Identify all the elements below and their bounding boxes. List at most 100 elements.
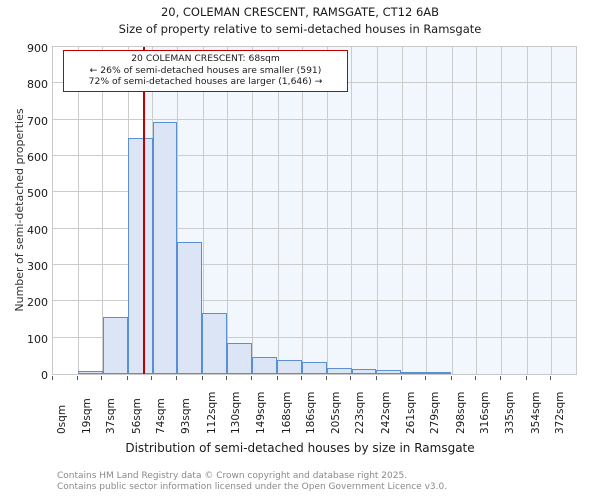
x-axis-tick-mark	[425, 376, 427, 380]
x-axis-tick-label: 168sqm	[280, 391, 293, 434]
footer-line-2: Contains public sector information licen…	[57, 482, 448, 492]
y-axis-tick-label: 800	[27, 78, 48, 92]
gridline-vertical	[351, 47, 353, 374]
histogram-bar	[177, 241, 203, 374]
gridline-vertical	[226, 47, 228, 374]
gridline-vertical	[426, 47, 428, 374]
gridline-vertical	[475, 47, 477, 374]
x-axis-tick-mark	[500, 376, 502, 380]
histogram-bar	[77, 371, 103, 374]
gridline-vertical	[376, 47, 378, 374]
gridline-horizontal	[53, 46, 576, 47]
histogram-bar	[152, 122, 178, 374]
x-axis-tick-mark	[251, 376, 253, 380]
gridline-vertical	[301, 47, 303, 374]
gridline-vertical	[202, 47, 204, 374]
gridline-horizontal	[53, 191, 576, 193]
x-axis-tick-mark	[350, 376, 352, 380]
x-axis-tick-label: 56sqm	[130, 398, 143, 434]
x-axis-tick-label: 74sqm	[154, 398, 167, 434]
annotation-line-3: 72% of semi-detached houses are larger (…	[88, 76, 323, 87]
gridline-horizontal	[53, 300, 576, 302]
chart-title: 20, COLEMAN CRESCENT, RAMSGATE, CT12 6AB	[160, 5, 440, 19]
gridline-vertical	[78, 47, 80, 374]
x-axis-tick-mark	[450, 376, 452, 380]
gridline-vertical	[102, 47, 104, 374]
histogram-bar	[401, 372, 427, 374]
histogram-bar	[102, 316, 128, 374]
histogram-bar	[426, 372, 452, 374]
x-axis-tick-label: 316sqm	[478, 391, 491, 434]
x-axis-tick-label: 335sqm	[504, 391, 517, 434]
annotation-line-2: ← 26% of semi-detached houses are smalle…	[89, 64, 322, 76]
x-axis-tick-mark	[525, 376, 527, 380]
histogram-bar	[351, 369, 377, 374]
x-axis-label: Distribution of semi-detached houses by …	[125, 441, 475, 455]
y-axis-tick-label: 400	[27, 223, 48, 237]
gridline-vertical	[501, 47, 503, 374]
property-annotation-box: 20 COLEMAN CRESCENT: 68sqm ← 26% of semi…	[63, 50, 348, 92]
x-axis-tick-label: 205sqm	[330, 391, 343, 434]
x-axis-ticks: 0sqm 19sqm 37sqm 56sqm 74sqm 93sqm 112sqm 130sq…	[52, 376, 577, 438]
y-axis-tick-label: 500	[27, 187, 48, 201]
gridline-horizontal	[53, 264, 576, 265]
y-axis-tick-label: 700	[27, 114, 48, 128]
x-axis-tick-mark	[474, 376, 476, 380]
annotation-line-1: 20 COLEMAN CRESCENT: 68sqm	[131, 53, 280, 64]
y-axis-tick-label: 100	[27, 332, 48, 346]
gridline-horizontal	[53, 118, 576, 120]
histogram-bar	[326, 368, 352, 374]
y-axis-tick-label: 900	[27, 42, 48, 55]
x-axis-tick-mark	[52, 376, 53, 380]
x-axis-tick-label: 372sqm	[553, 391, 566, 434]
x-axis-tick-mark	[276, 376, 278, 380]
property-size-marker-line	[142, 47, 145, 374]
y-axis-ticks: 0 100 200 300 400 500 600 700 800 900	[0, 42, 48, 382]
gridline-vertical	[277, 47, 279, 374]
histogram-bar	[202, 312, 228, 374]
histogram-bar	[252, 356, 277, 374]
x-axis-tick-label: 130sqm	[229, 391, 242, 434]
x-axis-tick-label: 0sqm	[56, 404, 68, 434]
y-axis-tick-label: 200	[27, 296, 48, 310]
x-axis-tick-mark	[150, 376, 152, 380]
gridline-horizontal	[53, 227, 576, 229]
histogram-bar	[376, 370, 402, 374]
x-axis-tick-mark	[126, 376, 128, 380]
x-axis-tick-label: 261sqm	[405, 391, 418, 434]
histogram-bar	[301, 362, 327, 374]
gridline-vertical	[177, 47, 179, 374]
gridline-horizontal	[53, 336, 576, 338]
gridline-vertical	[451, 47, 453, 374]
x-axis-tick-mark	[401, 376, 403, 380]
gridline-vertical	[526, 47, 528, 374]
x-axis-tick-mark	[201, 376, 203, 380]
x-axis-tick-mark	[326, 376, 328, 380]
gridline-vertical	[252, 47, 254, 374]
x-axis-tick-label: 37sqm	[105, 398, 118, 434]
x-axis-tick-label: 298sqm	[454, 391, 467, 434]
gridline-horizontal	[53, 155, 576, 156]
gridline-vertical	[402, 47, 404, 374]
gridline-vertical	[327, 47, 329, 374]
x-axis-tick-mark	[225, 376, 227, 380]
gridline-vertical	[550, 47, 552, 374]
x-axis-tick-mark	[375, 376, 377, 380]
chart-subtitle: Size of property relative to semi-detach…	[118, 22, 482, 36]
histogram-bar	[127, 137, 153, 374]
x-axis-tick-label: 19sqm	[81, 398, 94, 434]
x-axis-tick-label: 354sqm	[529, 391, 542, 434]
x-axis-tick-mark	[300, 376, 302, 380]
x-axis-tick-label: 242sqm	[379, 391, 392, 434]
x-axis-tick-mark	[77, 376, 79, 380]
footer-line-1: Contains HM Land Registry data © Crown c…	[57, 471, 408, 481]
y-axis-tick-label: 600	[27, 151, 48, 164]
x-axis-tick-label: 112sqm	[205, 391, 218, 434]
x-axis-tick-label: 149sqm	[255, 391, 268, 434]
x-axis-tick-mark	[549, 376, 551, 380]
histogram-bar	[227, 343, 253, 374]
footer-attribution: Contains HM Land Registry data © Crown c…	[57, 471, 447, 493]
x-axis-tick-mark	[101, 376, 103, 380]
y-axis-label: Number of semi-detached properties	[13, 108, 26, 312]
